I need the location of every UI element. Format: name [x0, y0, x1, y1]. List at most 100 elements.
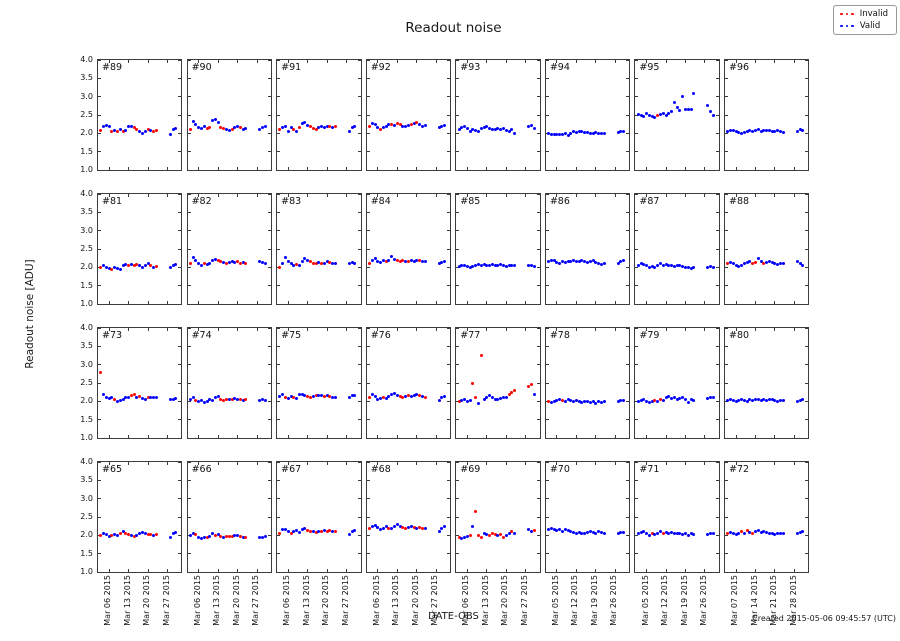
- subplot-title: #93: [460, 62, 481, 73]
- data-point-valid: [146, 262, 150, 266]
- y-tick-mark: [805, 437, 809, 439]
- data-point-valid: [289, 395, 293, 399]
- data-point-valid: [776, 399, 780, 403]
- data-point-invalid: [661, 532, 665, 535]
- data-point-invalid: [401, 525, 405, 529]
- y-tick-mark: [635, 59, 639, 61]
- subplot-78: #78: [544, 327, 631, 439]
- x-axis-label: DATE-OBS: [428, 611, 479, 622]
- subplot-title: #87: [639, 196, 660, 207]
- y-tick-mark: [805, 230, 809, 232]
- x-tick-mark: [755, 194, 757, 197]
- data-point-valid: [261, 126, 265, 130]
- y-tick-label: 2.5: [80, 244, 93, 253]
- data-point-valid: [376, 398, 380, 401]
- x-tick-mark: [377, 60, 379, 63]
- x-tick-mark: [556, 569, 558, 572]
- x-tick-mark: [505, 301, 507, 304]
- y-tick-mark: [545, 266, 549, 268]
- data-point-valid: [572, 399, 576, 403]
- subplot-title: #77: [460, 330, 481, 341]
- data-point-valid: [706, 396, 710, 400]
- y-tick-mark: [724, 419, 728, 421]
- y-tick-label: 3.5: [80, 475, 93, 485]
- y-tick-mark: [456, 169, 460, 171]
- data-point-valid: [672, 265, 676, 269]
- data-point-valid: [325, 260, 329, 264]
- subplot-title: #94: [549, 62, 570, 73]
- y-tick-label: 1.0: [80, 299, 93, 308]
- y-tick-mark: [456, 285, 460, 287]
- y-tick-mark: [187, 211, 191, 213]
- y-tick-mark: [626, 303, 630, 305]
- data-point-valid: [653, 116, 657, 120]
- x-tick-mark: [735, 167, 737, 170]
- x-tick-mark: [147, 435, 149, 438]
- x-tick-label: Mar 20 2015: [142, 575, 151, 626]
- y-tick-mark: [635, 364, 639, 366]
- data-point-invalid: [132, 264, 136, 267]
- y-tick-mark: [98, 285, 101, 287]
- data-point-valid: [639, 262, 643, 266]
- data-point-valid: [121, 530, 125, 534]
- y-tick-mark: [456, 59, 460, 61]
- data-point-valid: [616, 532, 620, 535]
- x-tick-mark: [556, 167, 558, 170]
- subplot-69: #69: [455, 461, 541, 573]
- y-tick-mark: [536, 382, 540, 384]
- y-tick-mark: [536, 266, 540, 268]
- y-tick-mark: [447, 437, 451, 439]
- data-point-valid: [622, 259, 626, 263]
- data-point-valid: [591, 259, 595, 263]
- y-tick-mark: [277, 553, 281, 555]
- data-point-valid: [740, 131, 744, 135]
- data-point-valid: [303, 120, 307, 124]
- y-tick-mark: [357, 77, 361, 79]
- y-tick-mark: [626, 96, 630, 98]
- data-point-valid: [588, 400, 592, 404]
- data-point-invalid: [292, 128, 296, 132]
- data-point-invalid: [154, 128, 158, 132]
- y-tick-mark: [545, 419, 549, 421]
- y-tick-mark: [447, 303, 451, 305]
- y-tick-mark: [178, 498, 182, 500]
- data-point-valid: [647, 113, 651, 117]
- data-point-valid: [561, 260, 565, 264]
- data-point-valid: [583, 260, 587, 264]
- data-point-valid: [317, 530, 321, 534]
- y-tick-mark: [277, 59, 281, 61]
- data-point-invalid: [499, 533, 503, 537]
- x-tick-mark: [614, 328, 616, 331]
- data-point-invalid: [118, 532, 122, 535]
- y-tick-mark: [447, 266, 451, 268]
- data-point-valid: [283, 255, 287, 259]
- y-tick-mark: [545, 193, 549, 195]
- data-point-valid: [281, 528, 285, 532]
- y-tick-mark: [715, 193, 719, 195]
- data-point-valid: [527, 124, 531, 128]
- data-point-invalid: [152, 130, 156, 133]
- y-tick-mark: [447, 151, 451, 153]
- data-point-valid: [135, 533, 139, 537]
- y-tick-mark: [536, 479, 540, 481]
- data-point-valid: [619, 399, 623, 403]
- data-point-valid: [205, 399, 209, 403]
- subplot-title: #90: [191, 62, 212, 73]
- y-tick-mark: [187, 303, 191, 305]
- y-tick-mark: [715, 59, 719, 61]
- data-point-valid: [650, 399, 654, 403]
- y-tick-mark: [626, 364, 630, 366]
- y-tick-mark: [536, 400, 540, 402]
- data-point-valid: [726, 130, 730, 133]
- data-point-valid: [205, 262, 209, 266]
- y-tick-mark: [178, 169, 182, 171]
- data-point-valid: [168, 265, 172, 269]
- data-point-valid: [490, 396, 494, 400]
- data-point-valid: [647, 533, 651, 537]
- y-tick-mark: [626, 77, 630, 79]
- data-point-valid: [306, 123, 310, 127]
- y-tick-mark: [545, 382, 549, 384]
- y-tick-mark: [545, 364, 549, 366]
- y-tick-mark: [98, 114, 101, 116]
- x-tick-mark: [167, 435, 168, 438]
